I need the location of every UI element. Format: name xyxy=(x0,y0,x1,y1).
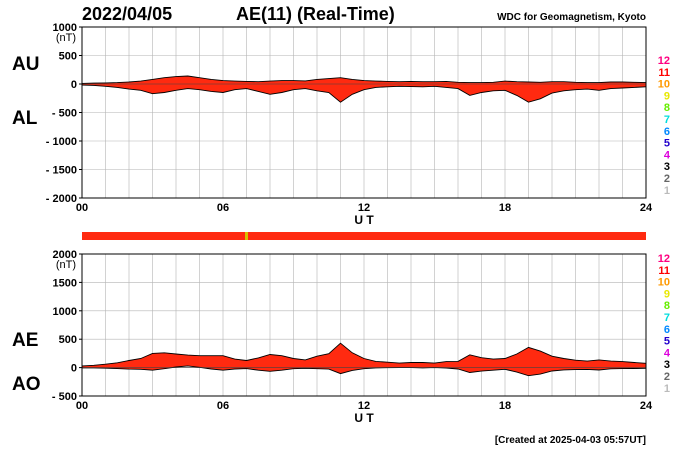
station-number-label: 8 xyxy=(664,300,670,312)
series-label-ae: AE xyxy=(12,330,38,351)
ae-ao-x-tick-label: 18 xyxy=(499,400,511,412)
ae-ao-x-tick-label: 12 xyxy=(358,400,370,412)
station-number-label: 7 xyxy=(664,312,670,324)
station-number-label: 11 xyxy=(658,67,670,79)
station-number-label: 11 xyxy=(658,265,670,277)
station-number-label: 5 xyxy=(664,138,670,150)
station-number-label: 1 xyxy=(664,383,670,395)
series-label-ao: AO xyxy=(12,374,41,395)
ae-ao-y-tick-label: - 500 xyxy=(52,391,77,403)
station-number-label: 3 xyxy=(664,359,670,371)
ae-ao-grid xyxy=(81,253,647,397)
ae-ao-x-ticks: 00 06 12 18 24 xyxy=(76,400,653,412)
series-label-au: AU xyxy=(12,54,39,75)
station-number-label: 7 xyxy=(664,114,670,126)
au-al-y-tick-label: 0 xyxy=(71,79,77,91)
au-al-x-tick-label: 12 xyxy=(358,202,370,214)
station-number-label: 6 xyxy=(664,324,670,336)
ae-ao-y-tick-label: 500 xyxy=(59,334,77,346)
station-number-label: 12 xyxy=(658,253,670,265)
au-al-x-axis-label: U T xyxy=(354,213,374,227)
au-al-y-tick-label: - 2000 xyxy=(46,193,77,205)
au-al-x-tick-label: 24 xyxy=(640,202,653,214)
figure-title: AE(11) (Real-Time) xyxy=(236,4,395,24)
source-label: WDC for Geomagnetism, Kyoto xyxy=(497,12,646,23)
station-number-label: 9 xyxy=(664,288,670,300)
au-al-x-tick-label: 00 xyxy=(76,202,88,214)
au-al-x-tick-label: 06 xyxy=(217,202,229,214)
ae-ao-lower-line xyxy=(82,365,647,377)
ae-ao-unit-label: (nT) xyxy=(56,259,76,271)
ae-ao-frame xyxy=(81,253,647,397)
au-al-x-ticks: 00 06 12 18 24 xyxy=(76,202,653,214)
station-number-label: 3 xyxy=(664,161,670,173)
ae-ao-y-tick-label: 1500 xyxy=(53,277,77,289)
ae-ao-y-tick-label: 1000 xyxy=(53,306,77,318)
au-al-x-tick-label: 18 xyxy=(499,202,511,214)
au-al-envelope-area xyxy=(82,76,646,103)
ae-ao-x-tick-label: 06 xyxy=(217,400,229,412)
ae-ao-y-ticks: 2000 1500 1000 500 0 - 500 xyxy=(52,249,82,403)
station-number-label: 10 xyxy=(658,277,670,289)
series-label-al: AL xyxy=(12,108,38,129)
station-number-label: 12 xyxy=(658,55,670,67)
station-status-bar xyxy=(82,232,646,240)
au-al-grid xyxy=(81,26,647,199)
au-al-y-tick-label: - 1500 xyxy=(46,165,77,177)
au-al-unit-label: (nT) xyxy=(56,32,76,44)
ae-ao-fill xyxy=(81,342,647,377)
station-number-label: 8 xyxy=(664,102,670,114)
station-number-label: 4 xyxy=(664,149,671,161)
au-al-panel: 1000 500 0 - 500 - 1000 - 1500 - 2000 00 06 12 18… xyxy=(46,22,653,227)
station-number-label: 6 xyxy=(664,126,670,138)
au-al-upper-line xyxy=(81,75,647,84)
station-number-label: 9 xyxy=(664,90,670,102)
au-al-y-ticks: 1000 500 0 - 500 - 1000 - 1500 - 2000 xyxy=(46,22,82,205)
status-bar-fill xyxy=(82,232,646,240)
station-number-label: 4 xyxy=(664,347,671,359)
ae-ao-upper-line xyxy=(81,342,647,367)
ae-ao-y-tick-label: 2000 xyxy=(53,249,77,261)
au-al-y-tick-label: 500 xyxy=(59,51,77,63)
ae-ao-panel: 2000 1500 1000 500 0 - 500 00 06 12 18 24 (nT) U … xyxy=(52,249,653,425)
ae-ao-x-axis-label: U T xyxy=(354,411,374,425)
ae-ao-y-tick-label: 0 xyxy=(71,363,77,375)
station-number-label: 10 xyxy=(658,79,670,91)
au-al-y-tick-label: 1000 xyxy=(53,22,77,34)
ae-ao-x-tick-label: 24 xyxy=(640,400,653,412)
station-number-label: 2 xyxy=(664,371,670,383)
date-label: 2022/04/05 xyxy=(82,4,172,24)
au-al-y-tick-label: - 1000 xyxy=(46,136,77,148)
created-timestamp: [Created at 2025-04-03 05:57UT] xyxy=(495,435,646,446)
station-number-label: 1 xyxy=(664,185,670,197)
au-al-lower-line xyxy=(81,84,647,103)
station-number-label: 2 xyxy=(664,173,670,185)
ae-ao-x-tick-label: 00 xyxy=(76,400,88,412)
au-al-fill xyxy=(81,75,647,103)
au-al-y-tick-label: - 500 xyxy=(52,108,77,120)
status-bar-marker xyxy=(245,232,248,240)
station-number-label: 5 xyxy=(664,336,670,348)
